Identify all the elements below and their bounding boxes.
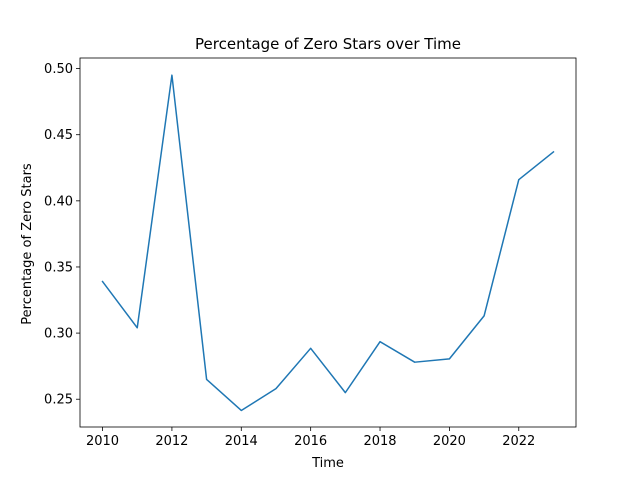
y-tick-label: 0.30: [44, 327, 73, 342]
y-tick-label: 0.25: [44, 393, 73, 408]
plot-area: 2010 2012 2014 2016 2018 2020 2022 0.25 0.30 0.35…: [44, 57, 577, 449]
x-tick-label: 2018: [363, 434, 396, 449]
y-tick-label: 0.45: [44, 128, 73, 143]
y-tick-label: 0.35: [44, 260, 73, 275]
y-tick-label: 0.50: [44, 62, 73, 77]
y-tick-label: 0.40: [44, 194, 73, 209]
series-line-0: [101, 74, 555, 412]
x-axis-label: Time: [311, 456, 344, 471]
x-tick-label: 2016: [294, 434, 327, 449]
chart-title: Percentage of Zero Stars over Time: [195, 35, 461, 53]
axes-frame: [79, 57, 577, 428]
x-tick-label: 2010: [86, 434, 119, 449]
x-tick-label: 2022: [502, 434, 535, 449]
x-tick-label: 2020: [433, 434, 466, 449]
x-tick-label: 2012: [155, 434, 188, 449]
x-tick-label: 2014: [225, 434, 258, 449]
y-axis-label: Percentage of Zero Stars: [20, 163, 35, 325]
